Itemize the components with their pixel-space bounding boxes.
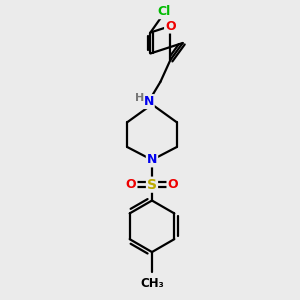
Text: S: S (147, 178, 157, 192)
Text: N: N (147, 153, 157, 167)
Text: CH₃: CH₃ (140, 277, 164, 290)
Text: O: O (165, 20, 176, 32)
Text: N: N (143, 95, 154, 108)
Text: H: H (135, 93, 144, 103)
Text: O: O (167, 178, 178, 191)
Text: Cl: Cl (158, 5, 171, 18)
Text: O: O (126, 178, 136, 191)
